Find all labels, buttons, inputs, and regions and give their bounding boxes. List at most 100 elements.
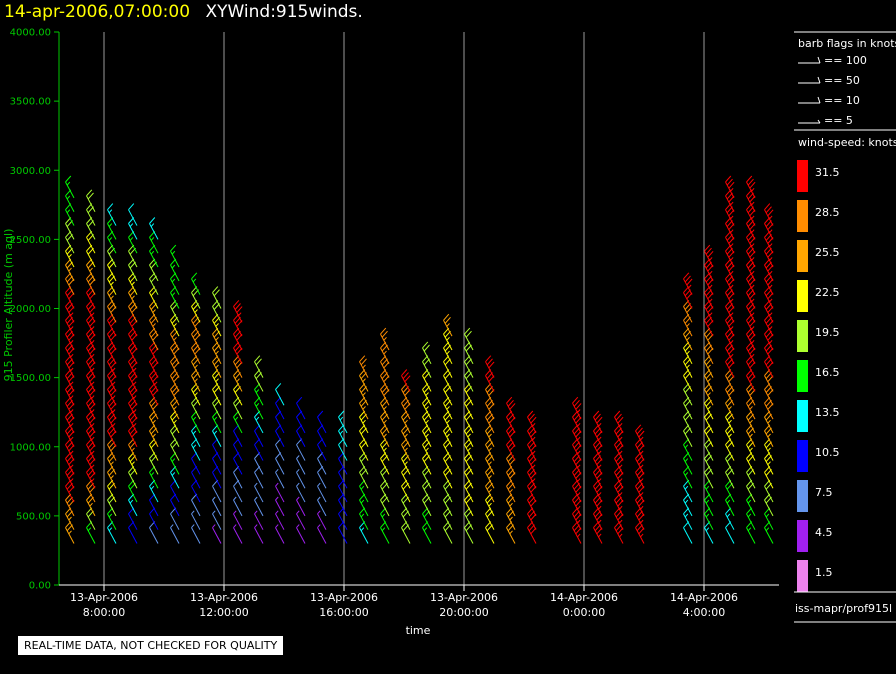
speed-legend-label: 19.5 xyxy=(815,326,840,339)
speed-color-swatch xyxy=(797,160,808,192)
wind-barb xyxy=(149,521,159,544)
wind-barb xyxy=(191,272,201,295)
wind-barb xyxy=(443,521,453,544)
speed-color-swatch xyxy=(797,480,808,512)
wind-barb xyxy=(764,521,774,544)
wind-barb xyxy=(506,396,516,420)
speed-legend-title: wind-speed: knots xyxy=(798,136,896,149)
wind-barb xyxy=(746,175,756,199)
wind-barb xyxy=(254,510,264,530)
wind-barb xyxy=(683,521,693,544)
y-tick-label: 4000.00 xyxy=(10,28,51,39)
x-tick-time: 12:00:00 xyxy=(199,606,248,619)
wind-barb xyxy=(275,524,285,544)
wind-barb xyxy=(422,341,432,365)
barb-legend-label: == 50 xyxy=(824,74,860,87)
speed-color-swatch xyxy=(797,240,808,272)
wind-barbs-layer xyxy=(65,175,774,544)
wind-barb xyxy=(170,524,180,544)
y-ticks: 0.00 500.00 1000.00 1500.00 2000.00 2500.00 30… xyxy=(10,28,59,592)
wind-barb xyxy=(296,496,306,517)
speed-legend-label: 7.5 xyxy=(815,486,833,499)
x-tick-time: 20:00:00 xyxy=(439,606,488,619)
wind-barb xyxy=(170,396,180,420)
wind-barb xyxy=(86,521,96,544)
quality-note: REAL-TIME DATA, NOT CHECKED FOR QUALITY xyxy=(18,636,284,655)
wind-barb xyxy=(275,496,285,517)
speed-legend-label: 10.5 xyxy=(815,446,840,459)
speed-legend-label: 22.5 xyxy=(815,286,840,299)
wind-barb xyxy=(401,369,411,392)
wind-barb xyxy=(464,438,474,461)
x-tick-date: 13-Apr-2006 xyxy=(430,591,498,604)
wind-barb xyxy=(296,510,306,530)
x-tick-time: 0:00:00 xyxy=(563,606,605,619)
wind-barb xyxy=(635,424,645,447)
wind-barb xyxy=(254,496,264,517)
speed-color-swatch xyxy=(797,440,808,472)
y-axis-label: 915 Profiler Altitude (m agl) xyxy=(2,229,15,382)
barb-legend-label: == 10 xyxy=(824,94,860,107)
y-tick-label: 3000.00 xyxy=(10,166,51,177)
wind-barb xyxy=(635,521,645,544)
wind-speed-legend: wind-speed: knots 31.5 28.5 25.5 22.5 19.5 16… xyxy=(797,136,896,592)
wind-barb xyxy=(401,521,411,544)
wind-barb xyxy=(464,424,474,447)
x-tick-date: 13-Apr-2006 xyxy=(190,591,258,604)
wind-barb xyxy=(464,521,474,544)
wind-barb xyxy=(212,524,222,544)
barb-legend-label: == 5 xyxy=(824,114,853,127)
wind-barb xyxy=(593,410,603,434)
wind-barb xyxy=(296,524,306,544)
wind-barb xyxy=(401,410,411,434)
y-tick-label: 1500.00 xyxy=(10,373,51,384)
wind-barb xyxy=(614,410,624,434)
wind-barb xyxy=(746,313,756,337)
wind-barb xyxy=(233,524,243,544)
wind-barb xyxy=(422,521,432,544)
wind-barb xyxy=(593,438,603,461)
speed-legend-label: 31.5 xyxy=(815,166,840,179)
wind-barb xyxy=(725,521,735,544)
speed-legend-label: 16.5 xyxy=(815,366,840,379)
wind-barb xyxy=(233,300,243,323)
axes xyxy=(58,32,779,586)
barb-legend-item: == 100 xyxy=(798,54,867,67)
wind-barb xyxy=(614,521,624,544)
speed-color-swatch xyxy=(797,560,808,592)
speed-color-swatch xyxy=(797,520,808,552)
wind-barb xyxy=(86,189,96,212)
wind-barb xyxy=(380,327,390,351)
wind-barb xyxy=(191,524,201,544)
wind-barb xyxy=(296,482,306,503)
wind-barb xyxy=(746,521,756,544)
x-tick-date: 13-Apr-2006 xyxy=(70,591,138,604)
speed-color-swatch xyxy=(797,280,808,312)
barb-legend-title: barb flags in knots xyxy=(798,37,896,50)
barb-legend-item: == 5 xyxy=(798,114,853,127)
x-tick-date: 14-Apr-2006 xyxy=(670,591,738,604)
wind-barb xyxy=(317,510,327,530)
wind-barb xyxy=(572,521,582,544)
wind-barb xyxy=(527,410,537,434)
speed-legend-label: 13.5 xyxy=(815,406,840,419)
wind-barb xyxy=(485,521,495,544)
source-label: iss-mapr/prof915l xyxy=(795,602,893,615)
y-tick-label: 2000.00 xyxy=(10,304,51,315)
x-tick-time: 16:00:00 xyxy=(319,606,368,619)
wind-barb xyxy=(149,217,159,240)
speed-legend-label: 4.5 xyxy=(815,526,833,539)
wind-barb xyxy=(683,272,693,295)
wind-barb xyxy=(275,510,285,530)
barb-legend-item: == 10 xyxy=(798,94,860,107)
wind-barb xyxy=(725,175,735,199)
wind-barb xyxy=(65,521,75,544)
title-name: XYWind:915winds. xyxy=(205,2,363,22)
speed-color-swatch xyxy=(797,360,808,392)
wind-barb xyxy=(128,203,138,226)
wind-barb xyxy=(296,468,306,489)
wind-barb xyxy=(254,482,264,503)
wind-barb xyxy=(170,244,180,268)
wind-barb xyxy=(65,300,75,323)
